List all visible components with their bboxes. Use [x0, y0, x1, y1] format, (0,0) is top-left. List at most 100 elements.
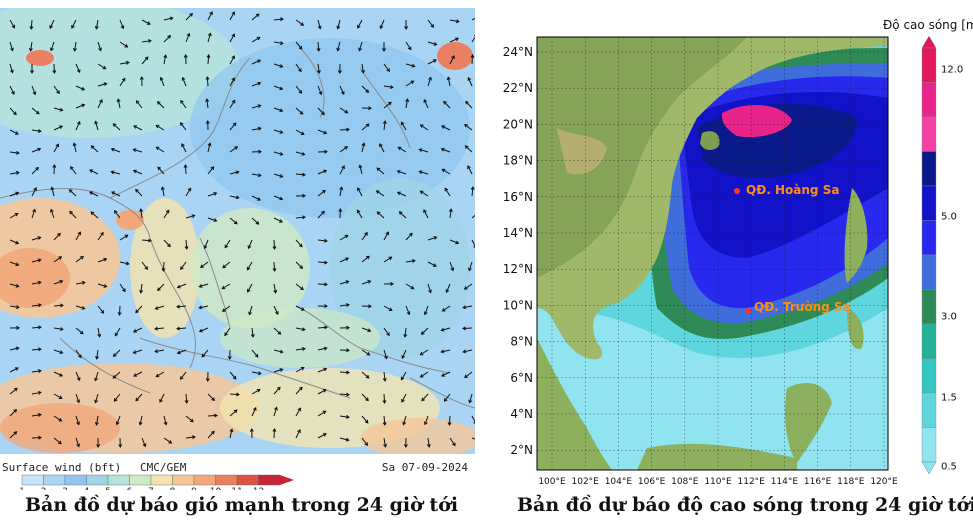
wind-arrow — [97, 63, 106, 70]
wind-arrow — [427, 236, 437, 241]
wind-arrowhead — [403, 334, 408, 338]
wind-arrowhead — [90, 145, 95, 149]
wind-arrowhead — [473, 246, 475, 248]
wind-arrowhead — [470, 54, 475, 58]
wind-arrow — [157, 283, 165, 291]
wind-arrow — [376, 190, 385, 197]
wind-arrow — [361, 85, 369, 93]
wind-arrow — [75, 415, 80, 425]
wind-arrowhead — [15, 262, 20, 267]
wind-arrow — [273, 151, 283, 156]
lon-label: 104°E — [605, 477, 633, 487]
wind-arrowhead — [248, 311, 252, 316]
wind-arrowhead — [15, 305, 20, 310]
wind-arrow — [441, 349, 451, 353]
wind-arrowhead — [252, 406, 257, 411]
wind-arrowhead — [200, 264, 204, 268]
wind-arrow — [95, 19, 99, 29]
wind-arrow — [357, 19, 363, 29]
wind-arrow — [113, 349, 121, 357]
wind-arrow — [75, 349, 82, 358]
wind-arrowhead — [59, 107, 64, 112]
wind-arrow — [317, 368, 327, 373]
wind-arrowhead — [163, 54, 168, 59]
wind-arrow — [31, 236, 41, 241]
wind-arrow — [111, 171, 121, 175]
wind-arrow — [9, 388, 18, 395]
wind-arrow — [295, 107, 304, 115]
wind-arrow — [273, 129, 283, 134]
wind-arrowhead — [124, 234, 129, 239]
wind-arrow — [9, 305, 19, 308]
wind-scale-tick: 2 — [41, 487, 47, 490]
wind-arrow — [423, 209, 429, 219]
wind-arrow — [317, 170, 327, 175]
wind-arrowhead — [76, 120, 81, 125]
wind-arrowhead — [184, 246, 189, 250]
wind-arrowhead — [221, 308, 226, 312]
wind-arrowhead — [279, 64, 284, 68]
wind-arrowhead — [33, 187, 37, 192]
wind-arrow — [251, 13, 260, 21]
wind-scale-swatch — [43, 474, 66, 486]
wind-arrow — [9, 19, 15, 29]
wind-arrow — [246, 261, 253, 271]
wind-arrow — [441, 125, 451, 131]
wind-arrow — [141, 19, 151, 25]
wind-arrow — [441, 327, 451, 331]
wind-arrowhead — [364, 419, 369, 424]
wave-legend-swatch — [921, 254, 937, 290]
wind-arrowhead — [405, 98, 410, 103]
wind-arrowhead — [257, 104, 262, 108]
wind-arrowhead — [37, 413, 42, 417]
wind-arrow — [443, 101, 451, 109]
wind-arrow — [141, 239, 152, 242]
wind-arrow — [200, 261, 209, 268]
wind-arrow — [357, 187, 363, 197]
wind-arrowhead — [321, 111, 325, 116]
wind-arrowhead — [100, 231, 104, 236]
wind-arrow — [155, 305, 165, 310]
wind-arrowhead — [301, 307, 305, 311]
wind-arrowhead — [301, 347, 306, 351]
wind-arrowhead — [463, 286, 468, 290]
wind-arrow — [295, 173, 306, 176]
wind-arrowhead — [186, 32, 191, 37]
wind-arrowhead — [167, 243, 171, 248]
wind-arrowhead — [70, 165, 74, 170]
wind-arrow — [383, 349, 388, 359]
wind-arrowhead — [420, 331, 425, 335]
wind-arrow — [339, 257, 349, 263]
wind-arrowhead — [279, 196, 284, 201]
wind-arrow — [229, 77, 235, 87]
wind-arrow — [135, 305, 143, 313]
wind-arrowhead — [125, 261, 130, 266]
wind-arrow — [207, 54, 210, 65]
wind-arrowhead — [462, 326, 466, 331]
wind-arrow — [53, 85, 60, 94]
wind-arrowhead — [272, 428, 277, 432]
wind-arrow — [181, 143, 187, 153]
wind-arrow — [31, 167, 39, 175]
wind-arrowhead — [37, 303, 42, 308]
wind-arrow — [317, 63, 320, 73]
wind-arrow — [204, 239, 209, 249]
wind-arrowhead — [231, 99, 236, 104]
wind-arrow — [317, 107, 325, 115]
wind-arrowhead — [300, 286, 304, 291]
wind-arrowhead — [37, 129, 42, 133]
wind-arrowhead — [298, 90, 303, 94]
wind-arrowhead — [205, 378, 210, 382]
wind-arrowhead — [49, 208, 54, 213]
wind-arrow — [273, 173, 283, 178]
wind-scale-tick: 12 — [253, 487, 264, 490]
wind-arrow — [471, 186, 474, 197]
wind-arrow — [339, 187, 343, 197]
wind-arrowhead — [346, 348, 350, 353]
wind-arrowhead — [336, 25, 341, 30]
wind-arrowhead — [176, 350, 181, 355]
wind-arrow — [273, 327, 281, 335]
wind-arrowhead — [154, 326, 158, 331]
wind-arrow — [180, 100, 187, 109]
wind-arrowhead — [272, 246, 277, 250]
